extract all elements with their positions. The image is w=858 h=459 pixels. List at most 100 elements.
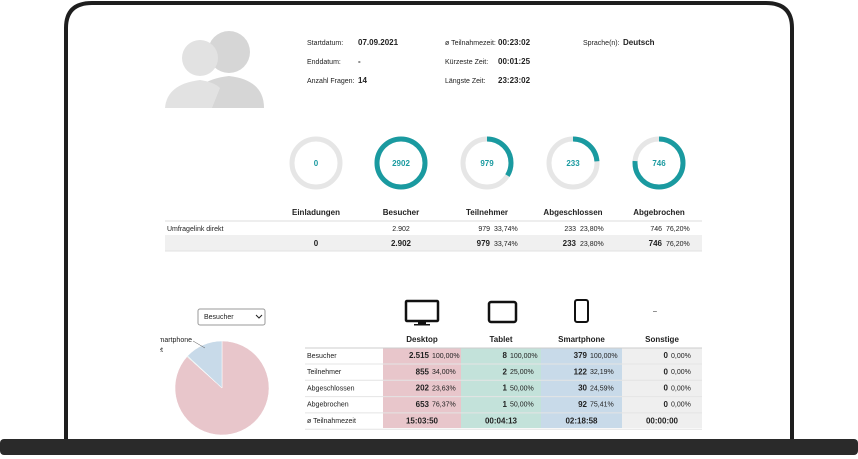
- gauge-track: [289, 136, 343, 190]
- cell-percent: 23,80%: [580, 241, 604, 248]
- cell-count: 233: [564, 226, 576, 233]
- pie: Smartphone Tablet: [144, 337, 270, 436]
- cell-percent: 25,00%: [510, 369, 534, 376]
- cell-count: 979: [478, 226, 490, 233]
- cell-count: 2: [503, 367, 508, 376]
- pie-label: Smartphone: [154, 337, 192, 344]
- cell-percent: 0,00%: [671, 353, 691, 360]
- cell-count: 0: [664, 384, 669, 393]
- field-value: 14: [358, 76, 367, 85]
- cell-count: 746: [649, 239, 663, 248]
- cell-count: 653: [416, 400, 430, 409]
- cell-percent: 100,00%: [432, 353, 460, 360]
- column-bg: [622, 348, 702, 428]
- cell-percent: 23,63%: [432, 385, 456, 392]
- gauge-value: 979: [480, 159, 494, 168]
- field-label: Startdatum:: [307, 40, 343, 47]
- field-label: Anzahl Fragen:: [307, 78, 355, 85]
- cell-count: 2.902: [392, 226, 410, 233]
- cell-count: 2.515: [409, 351, 430, 360]
- cell-percent: 0,00%: [671, 369, 691, 376]
- gauge-arc: [374, 136, 428, 190]
- cell-percent: 32,19%: [590, 369, 614, 376]
- field-value: 23:23:02: [498, 76, 531, 85]
- cell-count: 0: [664, 400, 669, 409]
- gauge-value: 746: [652, 159, 666, 168]
- row-label: ø Teilnahmezeit: [307, 418, 356, 425]
- row-label: Teilnehmer: [307, 369, 342, 376]
- row-label: Abgebrochen: [307, 402, 349, 409]
- cell-percent: 100,00%: [590, 353, 618, 360]
- column-header: Einladungen: [292, 208, 340, 217]
- cell-count: 0: [664, 351, 669, 360]
- cell-count: 746: [650, 226, 662, 233]
- cell-count: 0: [664, 367, 669, 376]
- dropdown[interactable]: [197, 308, 266, 326]
- cell-percent: 0,00%: [671, 385, 691, 392]
- cell-count: 122: [574, 367, 588, 376]
- cell-percent: 100,00%: [510, 353, 538, 360]
- field-value: Deutsch: [623, 38, 655, 47]
- cell-percent: 23,80%: [580, 226, 604, 233]
- cell-count: 202: [416, 384, 430, 393]
- row-label: Umfragelink direkt: [167, 226, 223, 233]
- dropdown-arrow: [255, 314, 263, 319]
- cell-time: 02:18:58: [565, 416, 598, 425]
- field-value: 07.09.2021: [358, 38, 399, 47]
- gauge-arc: [632, 136, 686, 190]
- device-header: Smartphone: [558, 335, 605, 344]
- cell-count: 0: [314, 239, 319, 248]
- laptop-base: [0, 439, 858, 455]
- field-label: ø Teilnahmezeit:: [445, 40, 496, 47]
- row-label: Besucher: [307, 353, 337, 360]
- row-label: Abgeschlossen: [307, 385, 355, 392]
- cell-percent: 34,00%: [432, 369, 456, 376]
- column-header: Teilnehmer: [466, 208, 508, 217]
- device-icons: [404, 299, 589, 326]
- cell-percent: 33,74%: [494, 226, 518, 233]
- cell-percent: 75,41%: [590, 402, 614, 409]
- cell-percent: 50,00%: [510, 385, 534, 392]
- cell-percent: 50,00%: [510, 402, 534, 409]
- cell-percent: 76,20%: [666, 241, 690, 248]
- cell-percent: 0,00%: [671, 402, 691, 409]
- field-label: Sprache(n):: [583, 40, 620, 47]
- column-header: Besucher: [383, 208, 419, 217]
- field-value: 00:23:02: [498, 38, 531, 47]
- other-icon: –: [653, 308, 657, 315]
- gauge-arc: [460, 136, 514, 190]
- cell-percent: 33,74%: [494, 241, 518, 248]
- cell-time: 00:00:00: [646, 416, 679, 425]
- cell-time: 00:04:13: [485, 416, 518, 425]
- avatar: [165, 31, 264, 108]
- cell-percent: 24,59%: [590, 385, 614, 392]
- row-bg: [165, 237, 702, 251]
- cell-count: 1: [503, 384, 508, 393]
- cell-percent: 76,37%: [432, 402, 456, 409]
- column-bg: [541, 348, 622, 428]
- dropdown-value: Besucher: [204, 314, 234, 321]
- cell-count: 1: [503, 400, 508, 409]
- column-bg: [383, 348, 461, 428]
- cell-count: 8: [503, 351, 508, 360]
- device-header: Sonstige: [645, 335, 679, 344]
- cell-count: 855: [416, 367, 430, 376]
- pie-slice: [187, 340, 223, 389]
- pie-label: Tablet: [144, 347, 163, 354]
- cell-count: 233: [563, 239, 577, 248]
- gauge-value: 0: [314, 159, 319, 168]
- gauge-value: 233: [566, 159, 580, 168]
- field-value: -: [358, 57, 361, 66]
- column-header: Abgeschlossen: [543, 208, 602, 217]
- device-header: Tablet: [490, 335, 513, 344]
- cell-time: 15:03:50: [406, 416, 439, 425]
- gauge-value: 2902: [392, 159, 410, 168]
- pie-leader: [192, 340, 206, 349]
- cell-count: 92: [578, 400, 587, 409]
- cell-count: 30: [578, 384, 587, 393]
- column-bg: [461, 348, 541, 428]
- field-label: Kürzeste Zeit:: [445, 59, 488, 66]
- cell-percent: 76,20%: [666, 226, 690, 233]
